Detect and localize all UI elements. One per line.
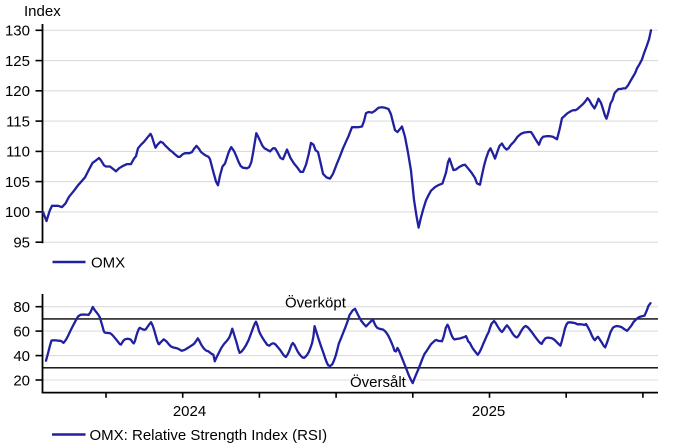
svg-text:Överköpt: Överköpt — [285, 294, 347, 312]
svg-text:100: 100 — [5, 204, 30, 221]
svg-text:OMX: OMX — [91, 254, 125, 271]
svg-text:2025: 2025 — [472, 403, 505, 420]
svg-text:80: 80 — [13, 299, 30, 316]
svg-text:60: 60 — [13, 323, 30, 340]
svg-text:130: 130 — [5, 23, 30, 40]
svg-text:125: 125 — [5, 53, 30, 70]
svg-text:40: 40 — [13, 348, 30, 365]
svg-text:95: 95 — [13, 235, 30, 252]
svg-text:110: 110 — [6, 144, 30, 161]
svg-text:20: 20 — [13, 372, 30, 389]
svg-text:Index: Index — [24, 3, 61, 20]
svg-text:120: 120 — [5, 83, 30, 100]
svg-text:OMX: Relative Strength Index (: OMX: Relative Strength Index (RSI) — [90, 427, 328, 444]
svg-text:115: 115 — [6, 113, 30, 130]
svg-text:105: 105 — [5, 174, 30, 191]
svg-text:Översålt: Översålt — [350, 373, 407, 391]
svg-text:2024: 2024 — [173, 403, 206, 420]
